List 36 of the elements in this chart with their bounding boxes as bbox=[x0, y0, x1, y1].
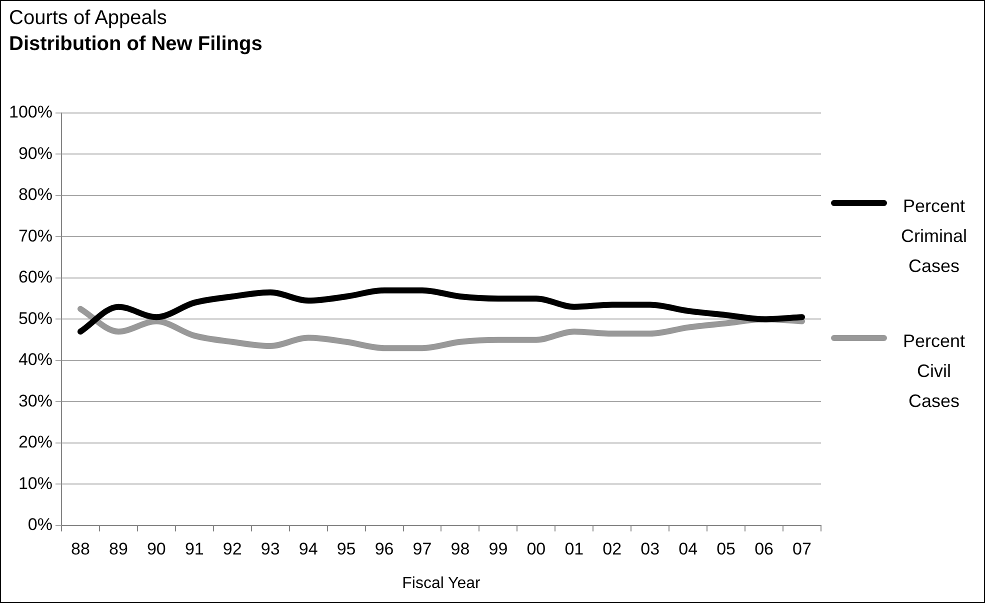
y-tick-label: 60% bbox=[18, 268, 52, 287]
x-tick-label: 03 bbox=[640, 539, 660, 558]
x-tick-label: 88 bbox=[71, 539, 90, 558]
y-tick-label: 90% bbox=[18, 144, 52, 163]
y-tick-label: 80% bbox=[18, 185, 52, 204]
x-tick-label: 93 bbox=[260, 539, 280, 558]
x-tick-label: 07 bbox=[792, 539, 812, 558]
y-tick-label: 40% bbox=[18, 350, 52, 370]
chart-title: Courts of Appeals bbox=[9, 7, 167, 30]
y-tick-label: 10% bbox=[18, 474, 52, 493]
x-tick-label: 05 bbox=[716, 539, 736, 558]
x-tick-label: 96 bbox=[374, 539, 394, 558]
y-tick-label: 50% bbox=[18, 308, 52, 328]
y-tick-label: 100% bbox=[8, 102, 52, 122]
legend-label: Percent Civil Cases bbox=[902, 330, 966, 413]
x-tick-label: 00 bbox=[526, 539, 546, 558]
y-tick-label: 30% bbox=[18, 391, 52, 410]
x-tick-label: 97 bbox=[412, 539, 432, 558]
x-tick-label: 01 bbox=[564, 539, 584, 558]
y-tick-label: 70% bbox=[18, 226, 52, 246]
y-tick-label: 0% bbox=[28, 515, 52, 534]
x-tick-label: 89 bbox=[108, 539, 128, 558]
chart-subtitle: Distribution of New Filings bbox=[9, 33, 262, 56]
x-tick-label: 99 bbox=[488, 539, 508, 558]
y-tick-label: 20% bbox=[18, 432, 52, 452]
x-tick-label: 91 bbox=[184, 539, 204, 558]
x-axis-title: Fiscal Year bbox=[402, 574, 482, 592]
x-tick-label: 90 bbox=[146, 539, 166, 558]
legend-label: Percent Criminal Cases bbox=[900, 195, 968, 278]
x-tick-label: 02 bbox=[602, 539, 622, 558]
x-tick-label: 06 bbox=[754, 539, 774, 558]
x-tick-label: 92 bbox=[222, 539, 242, 558]
x-tick-label: 95 bbox=[336, 539, 356, 558]
x-tick-label: 98 bbox=[450, 539, 470, 558]
x-tick-label: 94 bbox=[298, 539, 318, 558]
x-tick-label: 04 bbox=[678, 539, 698, 558]
